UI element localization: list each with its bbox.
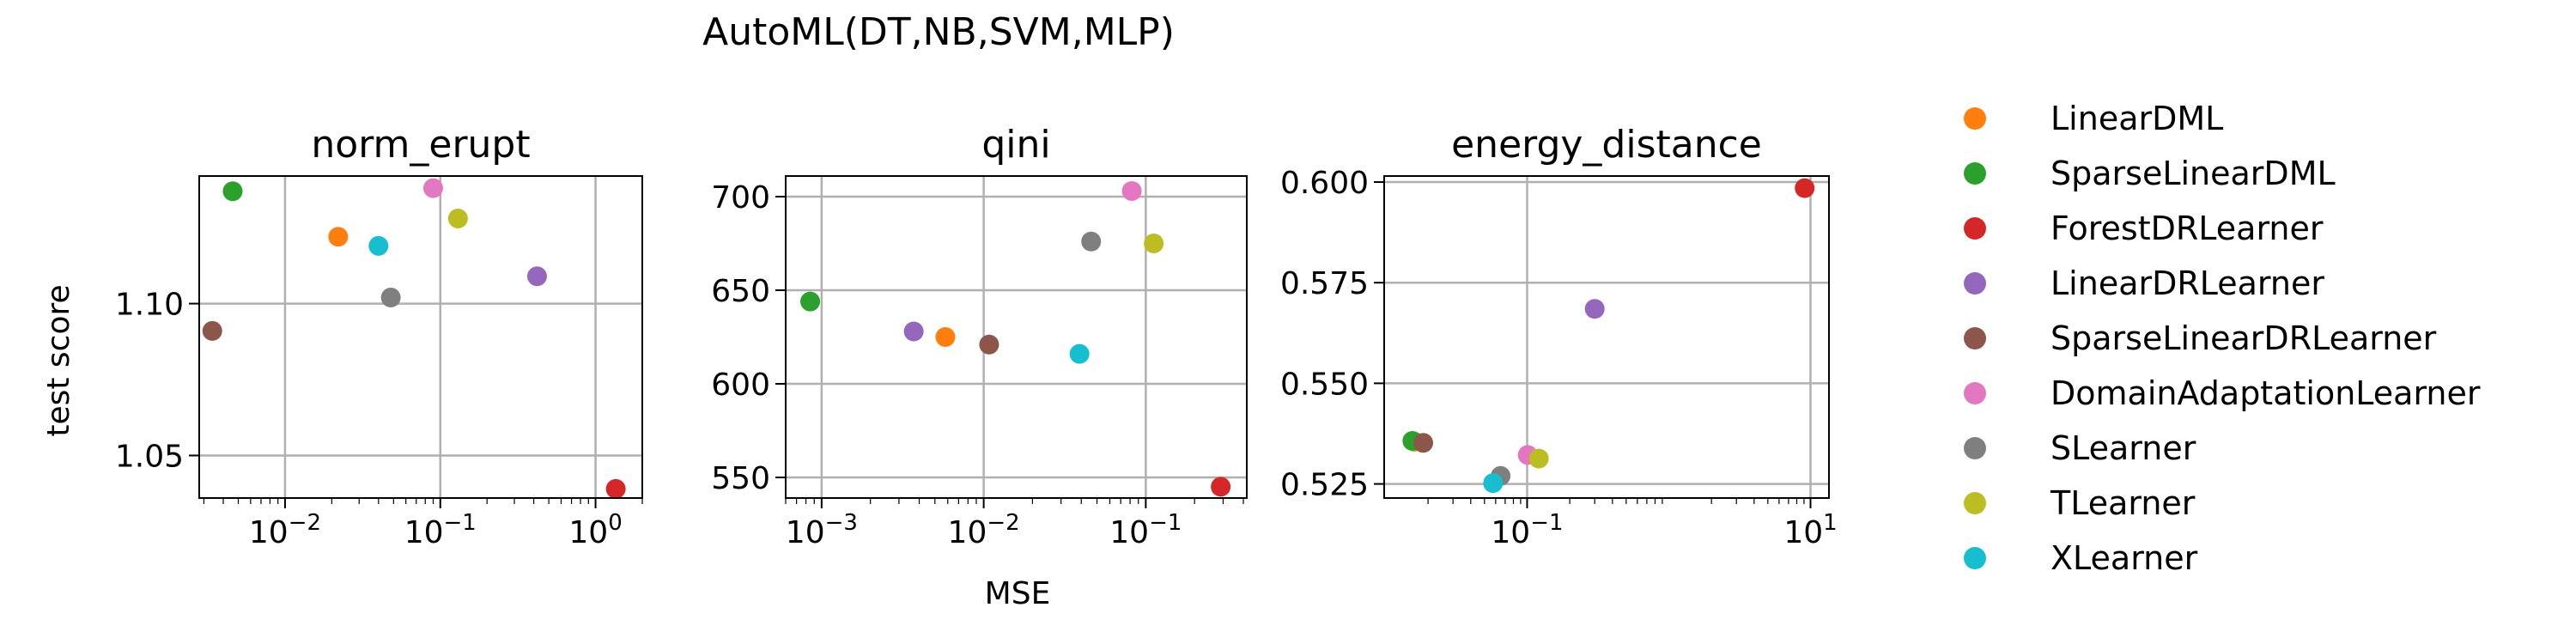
point-tlearner: [447, 209, 468, 229]
legend-marker: [1964, 492, 1986, 514]
legend-label: SparseLinearDRLearner: [2050, 319, 2437, 357]
x-axis-label: MSE: [985, 576, 1051, 611]
legend-item: ForestDRLearner: [1964, 210, 2324, 247]
y-axis-label: test score: [41, 284, 76, 436]
point-xlearner: [1483, 473, 1504, 494]
x-tick-label: 101: [1783, 510, 1837, 550]
point-tlearner: [1144, 233, 1164, 253]
legend-label: ForestDRLearner: [2050, 210, 2324, 247]
legend-label: XLearner: [2050, 539, 2198, 577]
axes-frame: [1383, 175, 1830, 499]
point-lineardrlearner: [903, 321, 924, 342]
legend-marker: [1964, 437, 1986, 459]
point-slearner: [1081, 231, 1102, 252]
y-tick-label: 1.05: [115, 439, 184, 474]
panel-title: energy_distance: [1451, 123, 1762, 167]
point-xlearner: [1069, 343, 1090, 364]
point-sparselineardml: [222, 181, 243, 202]
panel-qini: qini 10−3 10−2 10−1 550 600 650 700: [711, 123, 1248, 550]
legend-item: SparseLinearDML: [1964, 155, 2336, 192]
legend-item: LinearDML: [1964, 100, 2223, 137]
point-lineardml: [328, 227, 349, 247]
legend-marker: [1964, 272, 1986, 295]
legend-label: SLearner: [2050, 429, 2196, 467]
axes-frame: [198, 175, 643, 499]
point-sparselineardrlearner: [979, 334, 999, 355]
panel-title: norm_erupt: [311, 123, 530, 167]
y-tick-label: 1.10: [115, 288, 184, 323]
grid: [1384, 176, 1829, 498]
legend-marker: [1964, 547, 1986, 569]
point-forestdrlearner: [1211, 477, 1231, 497]
point-forestdrlearner: [605, 478, 626, 499]
grid: [786, 176, 1247, 498]
y-tick-label: 550: [711, 461, 770, 496]
y-tick-label: 0.525: [1280, 468, 1369, 503]
point-lineardrlearner: [526, 266, 547, 287]
y-tick-label: 700: [711, 180, 770, 216]
point-tlearner: [1528, 448, 1549, 469]
point-xlearner: [368, 235, 389, 256]
axes-frame: [785, 175, 1248, 499]
x-tick-label: 10−1: [1109, 510, 1182, 550]
y-tick-label: 650: [711, 274, 770, 309]
legend-label: LinearDRLearner: [2050, 264, 2324, 302]
point-slearner: [380, 288, 401, 308]
legend-marker: [1964, 382, 1986, 404]
x-tick-label: 10−3: [786, 510, 858, 550]
legend-label: TLearner: [2050, 484, 2196, 522]
legend-item: LinearDRLearner: [1964, 264, 2324, 302]
grid: [199, 176, 642, 498]
point-sparselineardrlearner: [1413, 433, 1434, 453]
legend-label: DomainAdaptationLearner: [2050, 374, 2481, 412]
y-tick-label: 0.575: [1280, 266, 1369, 301]
legend-label: SparseLinearDML: [2050, 155, 2336, 192]
legend-marker: [1964, 327, 1986, 349]
point-lineardml: [935, 327, 956, 347]
panel-title: qini: [981, 123, 1050, 167]
point-sparselineardml: [800, 291, 821, 312]
legend-marker: [1964, 107, 1986, 130]
y-tick-label: 600: [711, 368, 770, 403]
x-tick-label: 10−2: [948, 510, 1020, 550]
legend-label: LinearDML: [2050, 100, 2223, 137]
panel-norm-erupt: norm_erupt 10−2 10−1 100 1.05 1.10: [115, 123, 643, 550]
figure-title: AutoML(DT,NB,SVM,MLP): [702, 10, 1175, 54]
panel-energy-distance: energy_distance 10−1 101 0.525 0.550 0.575 0.6…: [1280, 123, 1838, 550]
x-tick-label: 100: [568, 510, 622, 550]
x-tick-label: 10−2: [249, 510, 321, 550]
legend-item: SLearner: [1964, 429, 2196, 467]
legend-item: TLearner: [1964, 484, 2196, 522]
legend-item: XLearner: [1964, 539, 2198, 577]
y-tick-label: 0.550: [1280, 367, 1369, 402]
legend-marker: [1964, 162, 1986, 185]
legend-item: SparseLinearDRLearner: [1964, 319, 2437, 357]
point-domainadaptationlearner: [422, 178, 443, 198]
point-domainadaptationlearner: [1121, 180, 1142, 201]
x-tick-label: 10−1: [404, 510, 477, 550]
legend-marker: [1964, 217, 1986, 240]
point-sparselineardrlearner: [202, 320, 222, 341]
point-forestdrlearner: [1795, 178, 1815, 198]
legend: LinearDML SparseLinearDML ForestDRLearner L…: [1964, 100, 2481, 577]
legend-item: DomainAdaptationLearner: [1964, 374, 2481, 412]
y-tick-label: 0.600: [1280, 166, 1369, 201]
x-tick-label: 10−1: [1491, 510, 1563, 550]
point-lineardrlearner: [1584, 299, 1605, 319]
